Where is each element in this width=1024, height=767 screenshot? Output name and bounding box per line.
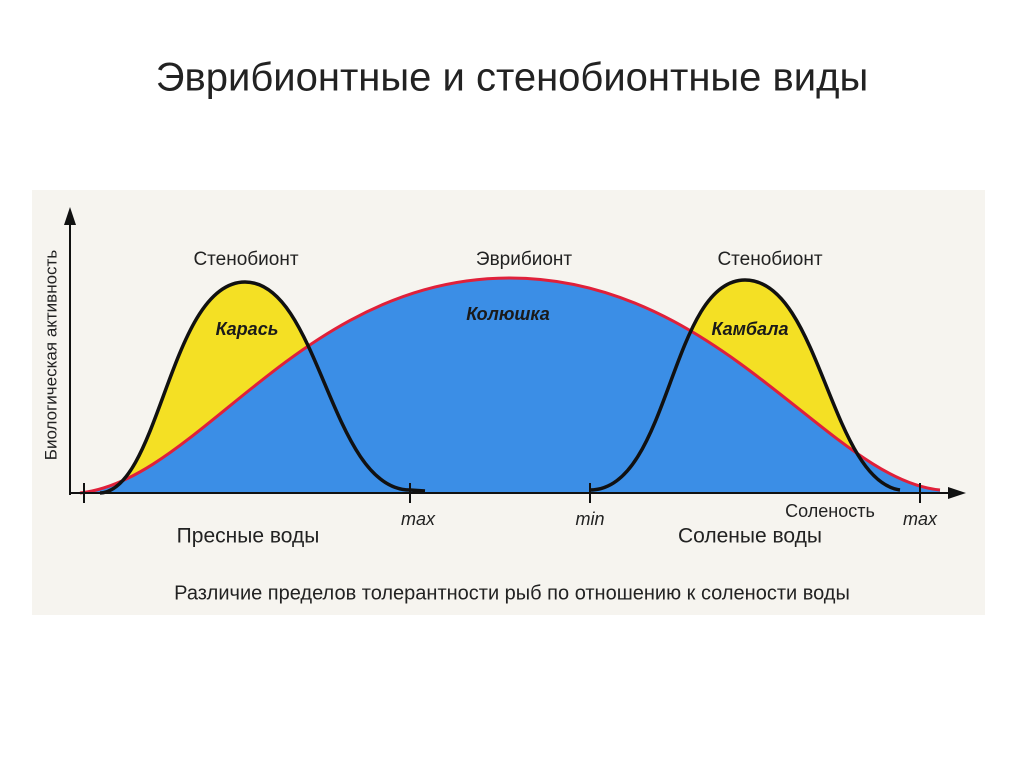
x-mark: max — [903, 509, 938, 529]
eury-curve — [79, 276, 941, 495]
zone-label: Пресные воды — [177, 525, 320, 548]
steno-left-curve — [99, 280, 426, 495]
steno-right-curve — [589, 278, 901, 492]
x-arrow — [948, 487, 966, 499]
species: Карась — [216, 319, 279, 339]
curve-type: Стенобионт — [717, 249, 822, 270]
curve-type: Стенобионт — [193, 249, 298, 270]
species: Колюшка — [466, 304, 550, 324]
curve-type: Эврибионт — [476, 249, 572, 270]
x-mark: max — [401, 509, 436, 529]
slide-title: Эврибионтные и стенобионтные виды — [156, 56, 868, 100]
zone-label: Соленые воды — [678, 525, 822, 548]
x-axis-label: Соленость — [785, 501, 875, 521]
y-arrow — [64, 207, 76, 225]
y-axis-label: Биологическая активность — [41, 250, 60, 461]
species: Камбала — [712, 319, 789, 339]
eury-fill — [80, 278, 940, 493]
caption: Различие пределов толерантности рыб по о… — [174, 582, 850, 604]
x-mark: min — [575, 509, 604, 529]
